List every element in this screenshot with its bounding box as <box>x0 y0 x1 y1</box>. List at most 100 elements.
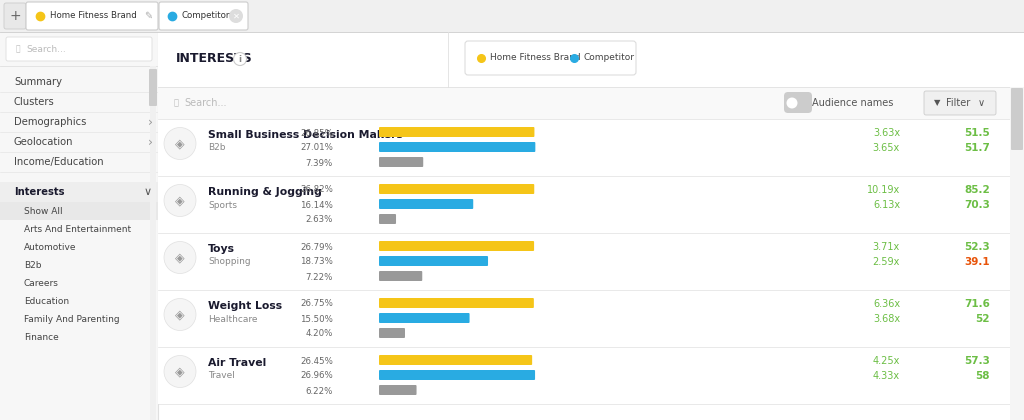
Text: ◈: ◈ <box>175 194 184 207</box>
Text: ✎: ✎ <box>144 11 152 21</box>
FancyBboxPatch shape <box>4 3 26 29</box>
Text: Air Travel: Air Travel <box>208 358 266 368</box>
Text: ›: › <box>147 116 153 129</box>
Text: 52.3: 52.3 <box>965 242 990 252</box>
Bar <box>158 87 1024 119</box>
Text: 52: 52 <box>976 314 990 324</box>
Text: 39.1: 39.1 <box>965 257 990 267</box>
FancyBboxPatch shape <box>379 370 536 380</box>
Text: 26.85%: 26.85% <box>300 129 333 137</box>
Text: 3.65x: 3.65x <box>872 143 900 153</box>
Text: Filter: Filter <box>946 98 971 108</box>
Text: Education: Education <box>24 297 70 305</box>
Text: ✕: ✕ <box>232 11 240 21</box>
Text: Travel: Travel <box>208 372 234 381</box>
FancyBboxPatch shape <box>379 355 532 365</box>
Text: 18.73%: 18.73% <box>300 257 333 267</box>
FancyBboxPatch shape <box>379 184 535 194</box>
Text: Family And Parenting: Family And Parenting <box>24 315 120 323</box>
Text: 6.13x: 6.13x <box>872 200 900 210</box>
Text: Toys: Toys <box>208 244 234 254</box>
Text: Finance: Finance <box>24 333 58 341</box>
Text: Home Fitness Brand: Home Fitness Brand <box>490 53 581 63</box>
Bar <box>158 176 1010 233</box>
Text: 3.71x: 3.71x <box>872 242 900 252</box>
FancyBboxPatch shape <box>379 256 488 266</box>
FancyBboxPatch shape <box>379 157 423 167</box>
Text: ◈: ◈ <box>175 137 184 150</box>
Text: ∨: ∨ <box>978 98 985 108</box>
Text: ∨: ∨ <box>144 187 152 197</box>
FancyBboxPatch shape <box>379 271 422 281</box>
Text: 26.79%: 26.79% <box>300 242 333 252</box>
Text: 3.63x: 3.63x <box>872 128 900 138</box>
Circle shape <box>164 184 196 216</box>
Text: Home Fitness Brand: Home Fitness Brand <box>50 11 137 21</box>
Bar <box>158 233 1010 290</box>
Text: 27.01%: 27.01% <box>300 144 333 152</box>
Text: i: i <box>239 55 242 63</box>
Circle shape <box>164 355 196 388</box>
FancyBboxPatch shape <box>26 2 158 30</box>
FancyBboxPatch shape <box>159 2 248 30</box>
Text: ◈: ◈ <box>175 308 184 321</box>
FancyBboxPatch shape <box>924 91 996 115</box>
Bar <box>158 347 1010 404</box>
FancyBboxPatch shape <box>379 142 536 152</box>
Text: 10.19x: 10.19x <box>866 185 900 195</box>
Text: 57.3: 57.3 <box>965 356 990 366</box>
Text: Weight Loss: Weight Loss <box>208 301 283 311</box>
Text: Healthcare: Healthcare <box>208 315 257 323</box>
Text: 3.68x: 3.68x <box>872 314 900 324</box>
Text: Competitor: Competitor <box>181 11 229 21</box>
Text: Search...: Search... <box>184 98 226 108</box>
Text: 4.25x: 4.25x <box>872 356 900 366</box>
Text: +: + <box>9 9 20 23</box>
Text: 26.75%: 26.75% <box>300 299 333 309</box>
FancyBboxPatch shape <box>379 199 473 209</box>
Bar <box>158 32 1024 420</box>
Circle shape <box>164 128 196 160</box>
Text: Income/Education: Income/Education <box>14 157 103 167</box>
Text: 26.82%: 26.82% <box>300 186 333 194</box>
Text: Shopping: Shopping <box>208 257 251 267</box>
Text: Audience names: Audience names <box>812 98 893 108</box>
Text: Search...: Search... <box>26 45 66 53</box>
Text: 7.22%: 7.22% <box>305 273 333 281</box>
Bar <box>0 0 158 420</box>
FancyBboxPatch shape <box>465 41 636 75</box>
Text: Small Business Decision Makers: Small Business Decision Makers <box>208 130 402 140</box>
FancyBboxPatch shape <box>150 69 157 106</box>
Bar <box>0 0 1024 32</box>
Text: B2b: B2b <box>208 144 225 152</box>
Bar <box>0 182 158 202</box>
Text: Careers: Careers <box>24 278 58 288</box>
Text: ›: › <box>147 136 153 149</box>
FancyBboxPatch shape <box>6 37 152 61</box>
Text: Geolocation: Geolocation <box>14 137 74 147</box>
Circle shape <box>229 9 243 23</box>
Text: ▼: ▼ <box>934 99 940 108</box>
Text: 2.63%: 2.63% <box>305 215 333 225</box>
Text: Demographics: Demographics <box>14 117 86 127</box>
FancyBboxPatch shape <box>1011 88 1023 150</box>
Text: 70.3: 70.3 <box>965 200 990 210</box>
Text: 26.45%: 26.45% <box>300 357 333 365</box>
FancyBboxPatch shape <box>379 385 417 395</box>
FancyBboxPatch shape <box>784 92 812 113</box>
Text: INTERESTS: INTERESTS <box>176 52 253 66</box>
Bar <box>158 119 1010 176</box>
Circle shape <box>233 52 247 66</box>
Text: 🔍: 🔍 <box>174 99 179 108</box>
Text: Competitor: Competitor <box>583 53 634 63</box>
Text: Arts And Entertainment: Arts And Entertainment <box>24 225 131 234</box>
Text: 2.59x: 2.59x <box>872 257 900 267</box>
Text: B2b: B2b <box>24 260 42 270</box>
Text: 4.20%: 4.20% <box>305 330 333 339</box>
FancyBboxPatch shape <box>379 241 535 251</box>
Text: 16.14%: 16.14% <box>300 200 333 210</box>
Text: 51.7: 51.7 <box>965 143 990 153</box>
Text: 7.39%: 7.39% <box>306 158 333 168</box>
Circle shape <box>786 97 798 108</box>
Circle shape <box>164 299 196 331</box>
